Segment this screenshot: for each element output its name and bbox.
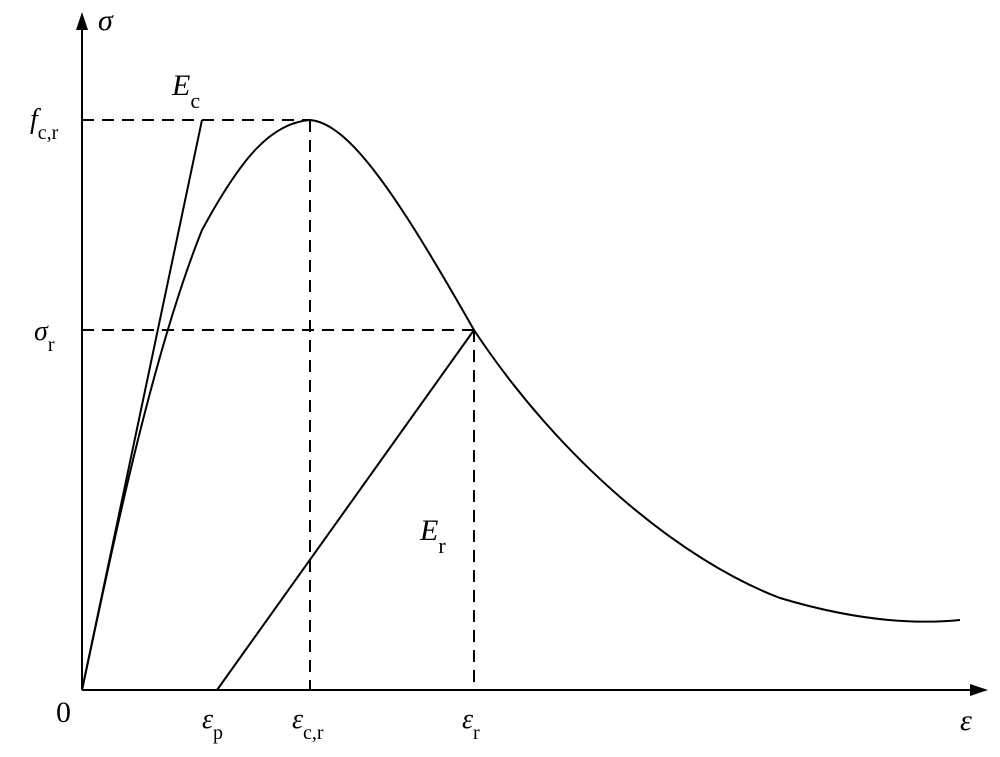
- stress-strain-curve: [82, 120, 960, 690]
- x-axis-arrow: [970, 684, 988, 696]
- y-axis-arrow: [76, 12, 88, 30]
- stress-strain-diagram: σ ε 0 fc,r σr εp εc,r εr Ec Er: [0, 0, 1000, 757]
- x-axis-label: ε: [960, 704, 972, 737]
- label-er: Er: [419, 514, 446, 558]
- label-eps-p: εp: [202, 704, 223, 744]
- tangent-line-ec: [82, 120, 202, 690]
- label-sigma-r: σr: [34, 316, 55, 356]
- y-axis-label: σ: [98, 4, 114, 37]
- unload-line-er: [217, 330, 474, 690]
- label-fcr: fc,r: [30, 104, 59, 144]
- label-eps-cr: εc,r: [292, 704, 324, 744]
- label-ec: Ec: [171, 69, 200, 113]
- label-eps-r: εr: [462, 704, 480, 744]
- origin-label: 0: [56, 696, 71, 729]
